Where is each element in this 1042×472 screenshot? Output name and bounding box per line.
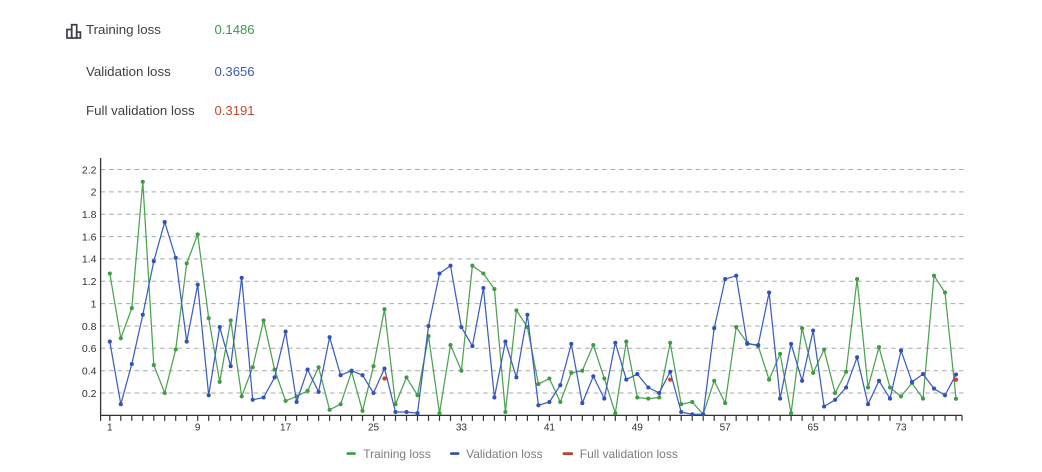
svg-text:57: 57 <box>720 423 732 434</box>
svg-text:2.2: 2.2 <box>82 164 97 176</box>
svg-text:73: 73 <box>895 423 907 434</box>
svg-text:41: 41 <box>544 423 556 434</box>
svg-text:33: 33 <box>456 423 468 434</box>
svg-text:Training loss: Training loss <box>363 447 431 461</box>
svg-text:0.4: 0.4 <box>82 366 97 378</box>
svg-text:1: 1 <box>91 298 97 310</box>
svg-text:65: 65 <box>808 423 820 434</box>
svg-text:2: 2 <box>91 187 97 199</box>
svg-text:0.8: 0.8 <box>82 321 97 333</box>
svg-text:1.4: 1.4 <box>82 254 97 266</box>
svg-text:1.2: 1.2 <box>82 276 97 288</box>
svg-text:0.6: 0.6 <box>82 343 97 355</box>
svg-text:17: 17 <box>280 423 292 434</box>
svg-text:Validation loss: Validation loss <box>466 447 542 461</box>
svg-text:0.2: 0.2 <box>82 388 97 400</box>
svg-text:1: 1 <box>107 423 113 434</box>
svg-text:1.6: 1.6 <box>82 231 97 243</box>
svg-text:49: 49 <box>632 423 644 434</box>
svg-text:9: 9 <box>195 423 201 434</box>
svg-text:25: 25 <box>368 423 380 434</box>
svg-text:1.8: 1.8 <box>82 209 97 221</box>
svg-text:Full validation loss: Full validation loss <box>580 447 678 461</box>
